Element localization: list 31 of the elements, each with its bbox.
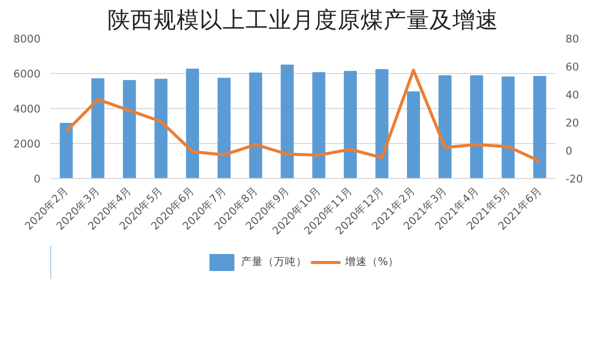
bar [280, 64, 294, 178]
bar [438, 75, 452, 178]
bar [91, 78, 104, 178]
bar [186, 68, 200, 178]
line-series [64, 68, 542, 163]
legend-label: 产量（万吨） [240, 255, 307, 269]
chart-title: 陕西规模以上工业月度原煤产量及增速 [108, 8, 498, 34]
y-tick-label: 8000 [13, 32, 41, 46]
bar [406, 91, 420, 178]
y2-tick-label: 20 [566, 116, 580, 130]
bar [344, 70, 357, 178]
bar [502, 76, 515, 178]
bar [470, 75, 484, 178]
y-tick-label: 6000 [13, 68, 41, 80]
y-tick-label: 2000 [13, 138, 41, 150]
y-tick-label: 0 [34, 172, 41, 186]
y2-tick-label: 80 [566, 32, 580, 46]
bar [218, 78, 231, 178]
y2-tick-label: 0 [566, 144, 572, 158]
bar [249, 72, 262, 178]
y2-tick-label: -20 [566, 172, 584, 186]
y2-tick-label: 40 [566, 88, 580, 102]
y-tick-label: 4000 [13, 102, 41, 116]
bar [60, 122, 73, 178]
legend-label: 增速（%） [344, 255, 400, 269]
y2-tick-label: 60 [566, 60, 580, 74]
bar [375, 69, 388, 178]
bar [122, 80, 136, 178]
bar [154, 78, 168, 178]
bar [312, 72, 326, 178]
bar [533, 76, 546, 178]
